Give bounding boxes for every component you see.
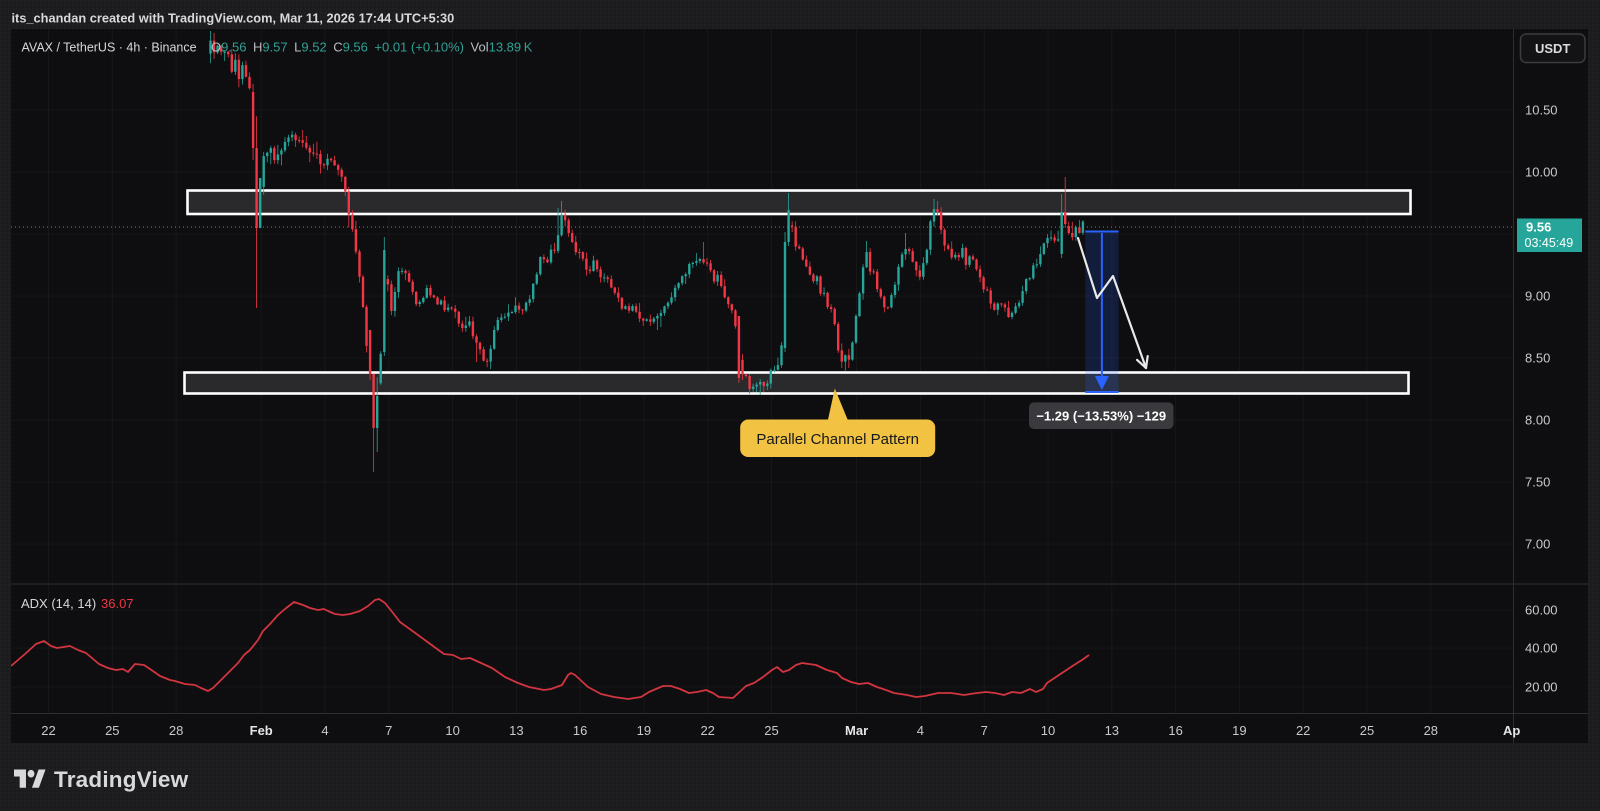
svg-text:7.00: 7.00 [1525, 537, 1550, 552]
svg-text:25: 25 [1360, 723, 1374, 738]
svg-text:USDT: USDT [1535, 41, 1570, 56]
svg-text:8.50: 8.50 [1525, 351, 1550, 366]
svg-text:9.56: 9.56 [1526, 220, 1551, 235]
svg-text:10.00: 10.00 [1525, 165, 1558, 180]
svg-text:4: 4 [917, 723, 924, 738]
svg-text:Mar: Mar [845, 723, 868, 738]
svg-text:25: 25 [105, 723, 119, 738]
svg-text:10: 10 [1041, 723, 1055, 738]
svg-text:10.50: 10.50 [1525, 103, 1558, 118]
svg-text:9.00: 9.00 [1525, 289, 1550, 304]
svg-text:7.50: 7.50 [1525, 475, 1550, 490]
svg-text:AVAX / TetherUS · 4h · Binance: AVAX / TetherUS · 4h · Binance [22, 41, 197, 55]
svg-text:03:45:49: 03:45:49 [1525, 236, 1574, 250]
svg-text:13: 13 [509, 723, 523, 738]
svg-text:its_chandan created with Tradi: its_chandan created with TradingView.com… [12, 11, 455, 26]
svg-text:4: 4 [321, 723, 328, 738]
svg-text:36.07: 36.07 [101, 596, 134, 611]
svg-text:19: 19 [1232, 723, 1246, 738]
svg-text:16: 16 [573, 723, 587, 738]
svg-text:25: 25 [764, 723, 778, 738]
svg-text:28: 28 [1424, 723, 1438, 738]
svg-text:7: 7 [385, 723, 392, 738]
svg-text:19: 19 [637, 723, 651, 738]
svg-text:Feb: Feb [250, 723, 273, 738]
svg-text:8.00: 8.00 [1525, 413, 1550, 428]
svg-text:16: 16 [1168, 723, 1182, 738]
svg-text:TradingView: TradingView [54, 767, 189, 792]
svg-text:−1.29 (−13.53%) −129: −1.29 (−13.53%) −129 [1036, 409, 1166, 424]
svg-text:10: 10 [445, 723, 459, 738]
svg-text:Ap: Ap [1503, 723, 1520, 738]
svg-text:60.00: 60.00 [1525, 603, 1558, 618]
svg-text:28: 28 [169, 723, 183, 738]
svg-text:40.00: 40.00 [1525, 641, 1558, 656]
svg-text:22: 22 [41, 723, 55, 738]
svg-text:Parallel Channel Pattern: Parallel Channel Pattern [756, 431, 919, 448]
svg-text:22: 22 [700, 723, 714, 738]
svg-text:ADX (14, 14): ADX (14, 14) [21, 596, 96, 611]
svg-text:7: 7 [981, 723, 988, 738]
svg-text:13: 13 [1105, 723, 1119, 738]
svg-text:O9.56 H9.57 L9.52 C9.56 +0.01: O9.56 H9.57 L9.52 C9.56 +0.01 (+0.10%) V… [211, 40, 533, 55]
svg-text:22: 22 [1296, 723, 1310, 738]
svg-text:20.00: 20.00 [1525, 680, 1558, 695]
